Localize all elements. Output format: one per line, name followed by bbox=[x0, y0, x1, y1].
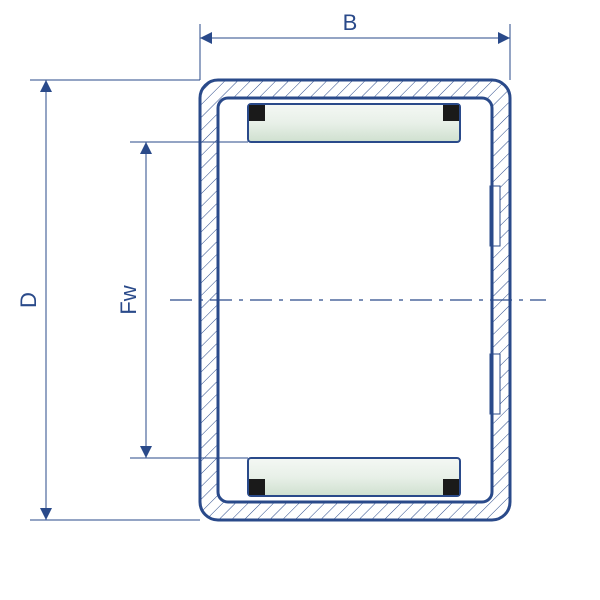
label-B: B bbox=[343, 10, 358, 35]
roller-bottom bbox=[248, 458, 460, 496]
roller-top bbox=[248, 104, 460, 142]
label-Fw: Fw bbox=[116, 285, 141, 314]
dimension-B: B bbox=[200, 10, 510, 80]
label-D: D bbox=[16, 292, 41, 308]
